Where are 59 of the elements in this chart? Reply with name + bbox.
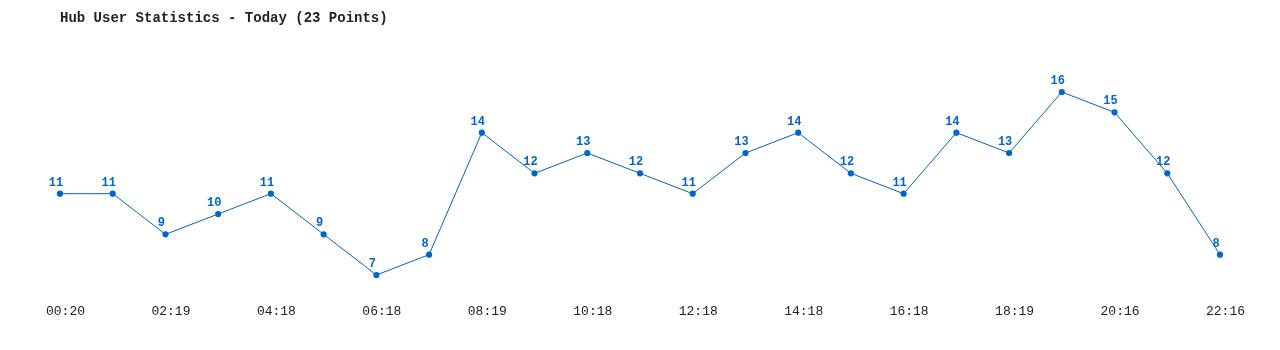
data-label: 9: [316, 216, 324, 231]
data-label: 11: [101, 175, 116, 190]
point: [1058, 88, 1065, 96]
point: [56, 190, 64, 197]
x-tick-label: 12:18: [678, 304, 718, 320]
data-label: 14: [945, 114, 960, 129]
x-tick-label: 16:18: [889, 304, 929, 320]
data-label: 8: [1212, 236, 1220, 251]
x-tick-label: 00:20: [45, 304, 86, 320]
point: [267, 190, 274, 197]
data-label: 13: [734, 135, 749, 149]
point: [847, 170, 854, 177]
point: [373, 271, 380, 279]
data-label: 13: [576, 135, 591, 149]
point: [636, 170, 644, 177]
point: [162, 231, 169, 238]
point: [1216, 251, 1224, 258]
data-label: 8: [421, 236, 429, 251]
x-tick-label: 04:18: [256, 304, 296, 320]
point: [109, 190, 116, 197]
point: [953, 129, 960, 136]
data-label: 9: [157, 216, 166, 231]
point: [1111, 109, 1118, 116]
data-label: 16: [1050, 74, 1066, 88]
data-label: 12: [628, 155, 644, 170]
chart-title: Hub User Statistics - Today (23 Points): [60, 10, 388, 26]
data-label: 12: [523, 155, 538, 170]
point: [478, 129, 485, 136]
x-tick-label: 08:19: [467, 304, 507, 320]
point: [1006, 149, 1013, 157]
data-label: 11: [48, 175, 64, 190]
data-label: 14: [470, 114, 486, 129]
x-tick-label: 02:19: [151, 304, 191, 320]
point: [795, 129, 802, 136]
x-tick-label: 06:18: [362, 304, 402, 320]
data-label: 13: [997, 135, 1013, 149]
data-label: 12: [1156, 155, 1171, 170]
x-tick-label: 22:16: [1205, 304, 1246, 320]
x-tick-label: 10:18: [573, 304, 613, 320]
data-label: 15: [1103, 94, 1118, 109]
point: [742, 149, 749, 157]
point: [426, 251, 433, 258]
data-label: 10: [206, 196, 222, 210]
x-tick-label: 20:16: [1100, 304, 1140, 320]
point: [531, 170, 538, 177]
data-label: 11: [259, 175, 275, 190]
x-tick-label: 14:18: [784, 304, 824, 320]
point: [320, 231, 327, 238]
data-label: 7: [368, 257, 376, 271]
point: [689, 190, 696, 197]
data-label: 14: [786, 114, 802, 129]
data-label: 12: [839, 155, 855, 170]
point: [1164, 170, 1171, 177]
point: [215, 210, 222, 218]
x-tick-label: 18:19: [995, 304, 1035, 320]
point: [584, 149, 591, 157]
data-label: 11: [681, 175, 696, 190]
point: [900, 190, 907, 197]
data-label: 11: [892, 175, 907, 190]
